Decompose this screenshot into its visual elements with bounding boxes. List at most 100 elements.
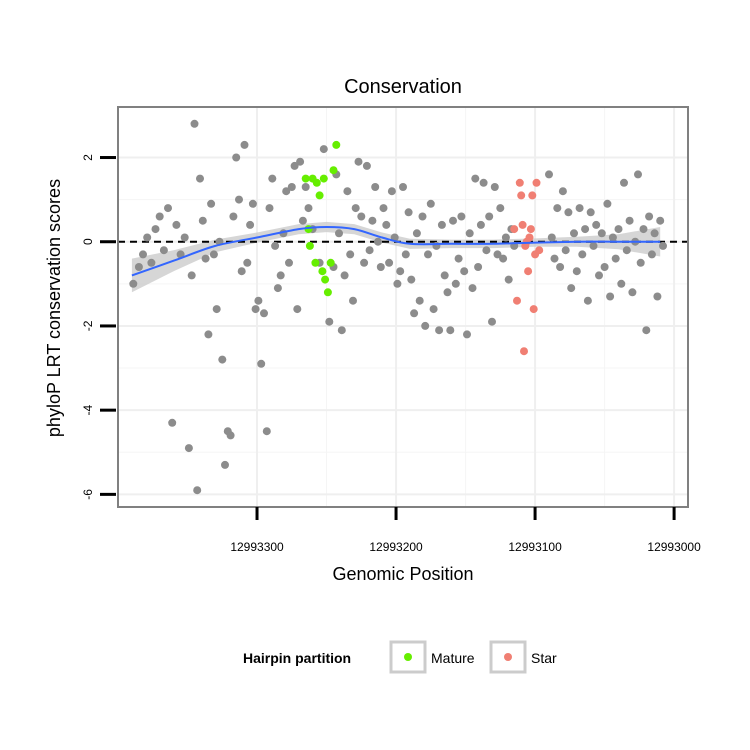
data-point-other	[218, 355, 227, 364]
data-point-other	[396, 267, 405, 276]
data-point-other	[570, 229, 578, 238]
legend-item-star: Star	[489, 640, 557, 674]
data-point-other	[187, 271, 196, 280]
data-point-other	[243, 258, 252, 267]
data-point-other	[558, 187, 567, 196]
data-point-other	[460, 267, 469, 276]
smooth-curve-layer	[131, 225, 661, 277]
data-point-other	[567, 284, 576, 293]
data-point-other	[271, 241, 280, 250]
data-point-other	[476, 220, 485, 229]
data-point-other	[650, 229, 659, 238]
y-tick-label: 0	[81, 238, 95, 245]
data-point-other	[471, 174, 480, 183]
data-point-other	[260, 309, 268, 318]
data-point-other	[374, 237, 382, 246]
data-point-other	[642, 326, 651, 335]
data-point-other	[368, 216, 377, 225]
data-point-other	[595, 271, 603, 280]
points-layer	[129, 119, 667, 495]
data-point-other	[622, 246, 631, 255]
legend-swatch-mature	[404, 653, 412, 661]
data-point-other	[337, 326, 346, 335]
legend-key-star	[489, 640, 527, 674]
data-point-other	[449, 216, 457, 225]
data-point-other	[198, 216, 207, 225]
data-point-other	[647, 250, 656, 259]
data-point-other	[404, 208, 413, 217]
data-point-other	[496, 204, 505, 213]
data-point-other	[209, 250, 218, 259]
data-point-other	[360, 258, 369, 267]
data-point-other	[319, 145, 328, 154]
data-point-other	[482, 246, 491, 255]
data-point-other	[168, 418, 177, 427]
data-point-other	[357, 212, 366, 221]
data-point-other	[196, 174, 204, 183]
grid-layer	[118, 107, 688, 507]
data-point-other	[435, 326, 444, 335]
data-point-other	[290, 161, 299, 170]
data-point-star	[526, 225, 535, 234]
data-point-other	[204, 330, 213, 339]
data-point-other	[597, 229, 606, 238]
data-point-other	[207, 199, 216, 208]
y-tick-label: 2	[81, 154, 95, 161]
data-point-other	[625, 216, 634, 225]
data-point-other	[282, 187, 291, 196]
data-point-other	[429, 305, 438, 314]
data-point-star	[531, 250, 540, 259]
data-point-other	[235, 195, 243, 204]
data-point-other	[611, 254, 620, 263]
data-point-other	[232, 153, 241, 162]
data-point-other	[387, 187, 396, 196]
data-point-other	[547, 233, 556, 242]
data-point-other	[575, 204, 584, 213]
data-point-other	[251, 305, 260, 314]
data-point-other	[301, 183, 310, 191]
data-point-other	[304, 204, 313, 213]
data-point-other	[172, 220, 181, 229]
data-point-star	[532, 178, 541, 187]
data-point-other	[634, 170, 642, 179]
x-tick-label: 12993300	[230, 540, 284, 554]
data-point-other	[393, 279, 402, 288]
data-point-other	[600, 263, 609, 271]
data-point-mature	[301, 174, 310, 183]
data-point-mature	[315, 191, 324, 200]
data-point-other	[265, 204, 274, 213]
data-point-other	[437, 220, 446, 229]
data-point-other	[354, 157, 363, 166]
data-point-other	[147, 258, 156, 267]
data-point-other	[298, 216, 307, 225]
data-point-other	[343, 187, 352, 196]
legend-title: Hairpin partition	[243, 650, 351, 666]
data-point-other	[407, 275, 416, 284]
legend-label-star: Star	[531, 650, 557, 666]
data-point-mature	[305, 241, 314, 250]
data-point-other	[325, 317, 334, 326]
data-point-star	[522, 237, 531, 246]
data-point-other	[589, 241, 598, 250]
x-tick-label: 12993000	[647, 540, 701, 554]
data-point-other	[193, 486, 202, 495]
data-point-other	[129, 279, 138, 288]
data-point-other	[340, 271, 349, 280]
y-tick-label: -4	[81, 405, 95, 416]
axis-layer: 12993300 12993200 12993100 12993000 -6 -4 -2 0 2	[81, 154, 701, 554]
data-point-other	[385, 258, 394, 267]
data-point-other	[628, 288, 637, 297]
data-point-other	[479, 178, 488, 187]
data-point-other	[488, 317, 496, 326]
y-tick-label: -2	[81, 320, 95, 331]
data-point-other	[561, 246, 570, 255]
data-point-mature	[319, 174, 328, 183]
data-point-mature	[311, 258, 320, 267]
data-point-other	[501, 233, 510, 242]
data-point-other	[399, 183, 407, 191]
data-point-other	[184, 444, 193, 453]
data-point-other	[335, 229, 343, 238]
plot-frame	[117, 106, 689, 508]
x-axis-label: Genomic Position	[332, 564, 473, 584]
